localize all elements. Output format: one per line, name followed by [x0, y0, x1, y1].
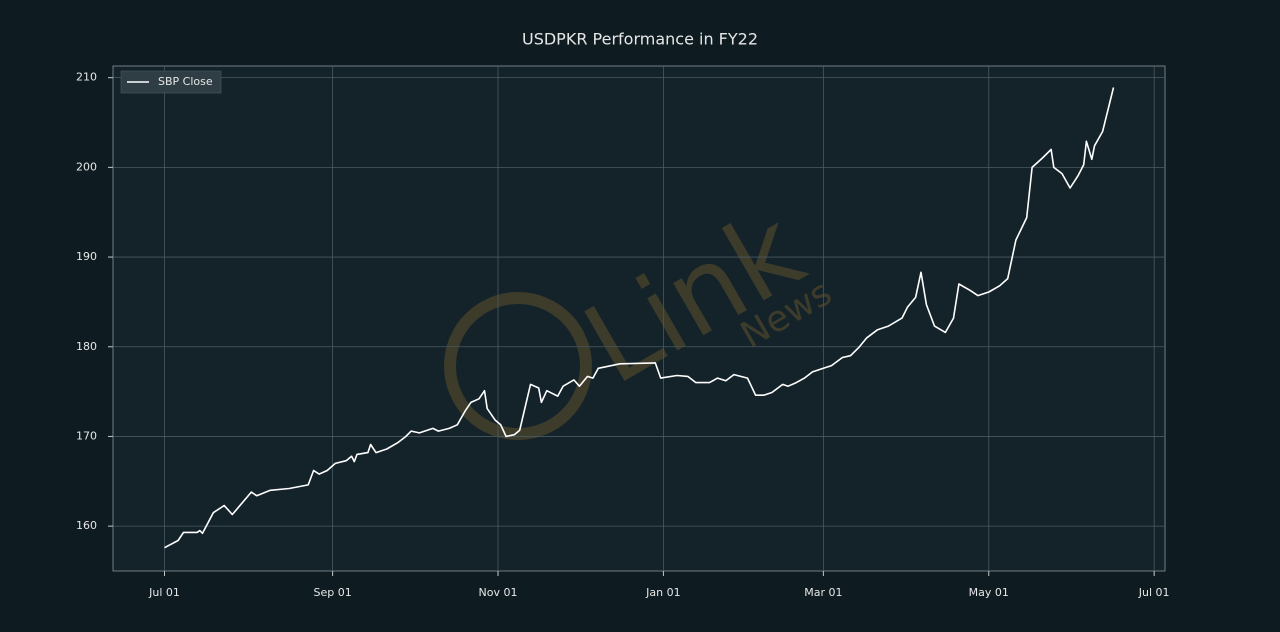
watermark-logo	[444, 292, 592, 440]
x-tick-label: Jul 01	[1138, 586, 1170, 599]
x-tick-label: Sep 01	[314, 586, 352, 599]
plot-area	[112, 65, 1166, 572]
x-tick-label: Jan 01	[645, 586, 680, 599]
legend-box	[120, 70, 222, 94]
x-tick-label: Mar 01	[804, 586, 842, 599]
chart-title: USDPKR Performance in FY22	[522, 30, 758, 49]
legend-label: SBP Close	[158, 75, 213, 88]
y-tick-label: 210	[76, 71, 97, 84]
y-tick-label: 200	[76, 160, 97, 173]
series-line	[164, 87, 1115, 549]
x-tick-label: May 01	[969, 586, 1009, 599]
y-tick-label: 180	[76, 340, 97, 353]
x-tick-label: Jul 01	[148, 586, 180, 599]
y-tick-label: 190	[76, 250, 97, 263]
y-tick-label: 170	[76, 429, 97, 442]
x-tick-label: Nov 01	[479, 586, 518, 599]
y-tick-label: 160	[76, 519, 97, 532]
